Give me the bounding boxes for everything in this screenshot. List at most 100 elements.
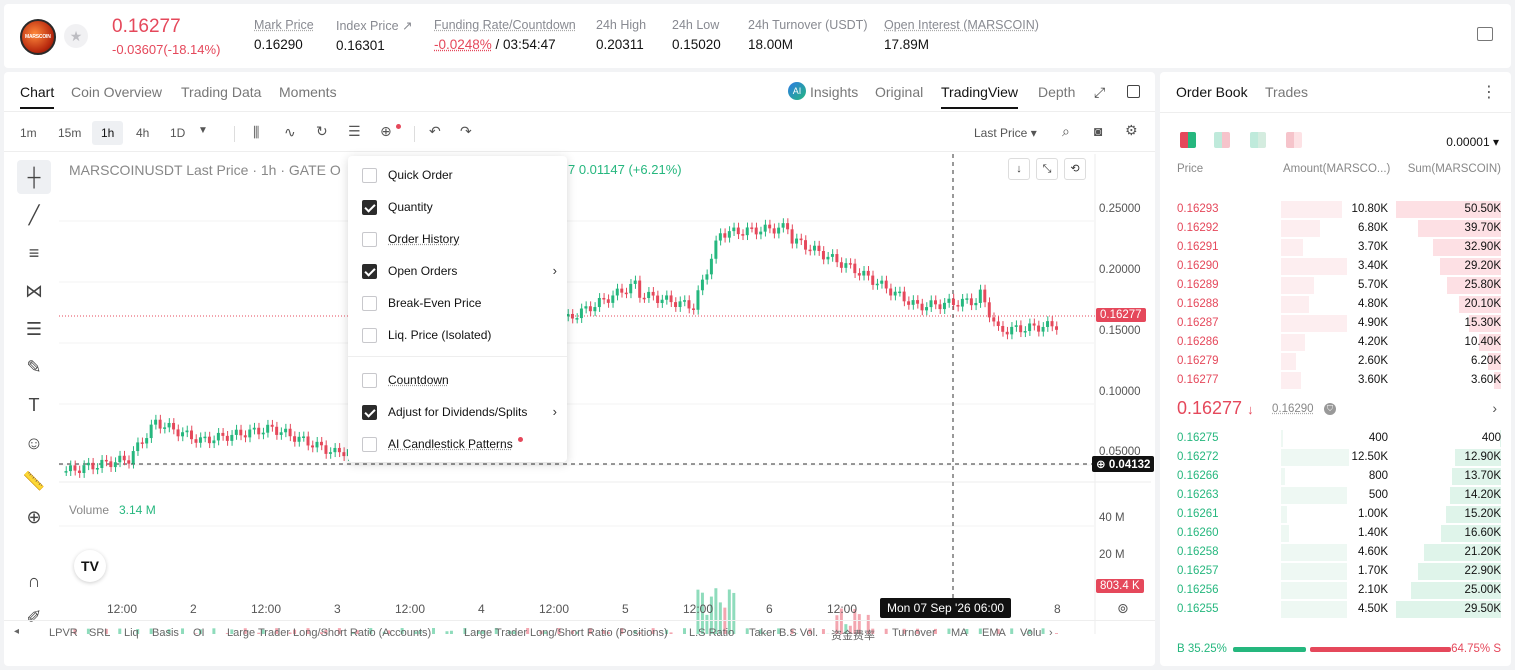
orderbook-row[interactable]: 0.16257 1.70K 22.90K	[1160, 562, 1511, 581]
menu-item[interactable]: Countdown	[362, 371, 557, 391]
orderbook-row[interactable]: 0.16263 500 14.20K	[1160, 486, 1511, 505]
checkbox[interactable]	[362, 264, 377, 279]
indicator-item[interactable]: MA	[951, 627, 968, 639]
text-icon[interactable]: T	[28, 395, 40, 415]
checkbox[interactable]	[362, 296, 377, 311]
chevron-down-icon[interactable]: ▼	[198, 125, 208, 136]
menu-item[interactable]: Break-Even Price	[362, 294, 557, 314]
orderbook-row[interactable]: 0.16277 3.60K 3.60K	[1160, 371, 1511, 390]
indicator-item[interactable]: Large Trader Long/Short Ratio (Positions…	[464, 627, 668, 639]
indicator-item[interactable]: 资金费率	[831, 630, 875, 642]
more-icon[interactable]: ⋮	[1481, 84, 1497, 101]
tab-depth[interactable]: Depth	[1038, 84, 1076, 100]
orderbook-row[interactable]: 0.16255 4.50K 29.50K	[1160, 600, 1511, 619]
menu-item[interactable]: Quantity	[362, 198, 557, 218]
candlestick-chart[interactable]	[59, 154, 1151, 634]
zoom-in-icon[interactable]: ⊕	[26, 507, 42, 527]
view-both-icon[interactable]	[1180, 132, 1196, 148]
indicator-item[interactable]: OI	[193, 627, 205, 639]
orderbook-row[interactable]: 0.16260 1.40K 16.60K	[1160, 524, 1511, 543]
search-icon[interactable]: ⌕	[1062, 123, 1070, 139]
orderbook-row[interactable]: 0.16256 2.10K 25.00K	[1160, 581, 1511, 600]
favorite-star-icon[interactable]: ★	[64, 24, 88, 48]
horizontal-lines-icon[interactable]: ≡	[28, 243, 40, 263]
tf-1d[interactable]: 1D	[170, 126, 186, 140]
orderbook-row[interactable]: 0.16258 4.60K 21.20K	[1160, 543, 1511, 562]
indicator-item[interactable]: Taker B.S Vol.	[749, 627, 819, 639]
indicator-item[interactable]: SRL	[89, 627, 111, 639]
menu-item[interactable]: Quick Order	[362, 166, 557, 186]
tf-1m[interactable]: 1m	[20, 126, 37, 140]
menu-item[interactable]: Liq. Price (Isolated)	[362, 326, 557, 346]
price-type-select[interactable]: Last Price ▾	[974, 126, 1037, 140]
collapse-left-icon[interactable]: ◂	[14, 626, 20, 637]
loop-icon[interactable]: ⟲	[1064, 158, 1086, 180]
indicator-item[interactable]: Liq	[124, 627, 139, 639]
orderbook-row[interactable]: 0.16290 3.40K 29.20K	[1160, 257, 1511, 276]
tab-trading-data[interactable]: Trading Data	[181, 84, 262, 100]
tf-1h[interactable]: 1h	[92, 121, 124, 145]
checkbox[interactable]	[362, 168, 377, 183]
scroll-down-icon[interactable]: ↓	[1008, 158, 1030, 180]
redo-icon[interactable]: ↷	[460, 123, 472, 139]
refresh-icon[interactable]: ↻	[316, 123, 328, 139]
checkbox[interactable]	[362, 328, 377, 343]
menu-item[interactable]: Order History	[362, 230, 557, 250]
indicator-item[interactable]: Turnover	[892, 627, 936, 639]
orderbook-row[interactable]: 0.16291 3.70K 32.90K	[1160, 238, 1511, 257]
indicator-item[interactable]: Volu	[1020, 627, 1042, 639]
chevron-right-icon[interactable]: ›	[1049, 627, 1053, 639]
fib-icon[interactable]: ☰	[25, 319, 43, 339]
indicator-item[interactable]: L.S Ratio	[689, 627, 735, 639]
crosshair-icon[interactable]: ┼	[17, 160, 51, 194]
candle-type-icon[interactable]: ⫼	[253, 124, 260, 140]
camera-icon[interactable]: ◙	[1094, 123, 1103, 139]
tab-chart[interactable]: Chart	[20, 84, 55, 109]
orderbook-row[interactable]: 0.16272 12.50K 12.90K	[1160, 448, 1511, 467]
add-settings-icon[interactable]: ⊕	[380, 123, 392, 139]
tf-15m[interactable]: 15m	[58, 126, 82, 140]
template-icon[interactable]: ☰	[348, 123, 361, 139]
view-list-icon[interactable]	[1286, 132, 1302, 148]
trend-line-icon[interactable]: ╱	[28, 205, 40, 225]
orderbook-row[interactable]: 0.16287 4.90K 15.30K	[1160, 314, 1511, 333]
checkbox[interactable]	[362, 405, 377, 420]
precision-select[interactable]: 0.00001 ▾	[1446, 135, 1499, 149]
emoji-icon[interactable]: ☺	[24, 433, 44, 453]
tab-trades[interactable]: Trades	[1265, 84, 1309, 100]
chevron-right-icon[interactable]: ›	[1492, 400, 1497, 416]
indicator-item[interactable]: Large Trader Long/Short Ratio (Accounts)	[227, 627, 432, 639]
tab-coin-overview[interactable]: Coin Overview	[71, 84, 163, 100]
tab-moments[interactable]: Moments	[279, 84, 337, 100]
undo-icon[interactable]: ↶	[429, 123, 441, 139]
indicator-item[interactable]: Basis	[152, 627, 179, 639]
tab-order-book[interactable]: Order Book	[1176, 84, 1248, 100]
window-icon[interactable]	[1127, 85, 1140, 98]
orderbook-row[interactable]: 0.16288 4.80K 20.10K	[1160, 295, 1511, 314]
view-asks-icon[interactable]	[1214, 132, 1230, 148]
orderbook-row[interactable]: 0.16279 2.60K 6.20K	[1160, 352, 1511, 371]
orderbook-row[interactable]: 0.16289 5.70K 25.80K	[1160, 276, 1511, 295]
ruler-icon[interactable]: 📏	[22, 471, 46, 491]
checkbox[interactable]	[362, 200, 377, 215]
indicator-item[interactable]: EMA	[982, 627, 1006, 639]
brush-icon[interactable]: ✎	[26, 357, 42, 377]
magnet-icon[interactable]: ∩	[27, 571, 41, 591]
axis-settings-icon[interactable]: ⊚	[1117, 600, 1129, 616]
checkbox[interactable]	[362, 373, 377, 388]
indicator-icon[interactable]: ∿	[284, 124, 296, 140]
checkbox[interactable]	[362, 437, 377, 452]
collapse-icon[interactable]: ⤡	[1036, 158, 1058, 180]
orderbook-row[interactable]: 0.16286 4.20K 10.40K	[1160, 333, 1511, 352]
orderbook-row[interactable]: 0.16292 6.80K 39.70K	[1160, 219, 1511, 238]
tf-4h[interactable]: 4h	[136, 126, 150, 140]
menu-item[interactable]: Adjust for Dividends/Splits ›	[362, 403, 557, 423]
orderbook-row[interactable]: 0.16275 400 400	[1160, 429, 1511, 448]
view-bids-icon[interactable]	[1250, 132, 1266, 148]
tradingview-logo[interactable]: TV	[74, 550, 106, 582]
orderbook-row[interactable]: 0.16293 10.80K 50.50K	[1160, 200, 1511, 219]
pencil-lock-icon[interactable]: ✐	[26, 607, 42, 627]
gear-icon[interactable]: ⚙	[1125, 122, 1138, 138]
orderbook-row[interactable]: 0.16266 800 13.70K	[1160, 467, 1511, 486]
indicator-item[interactable]: LPVR	[49, 627, 78, 639]
